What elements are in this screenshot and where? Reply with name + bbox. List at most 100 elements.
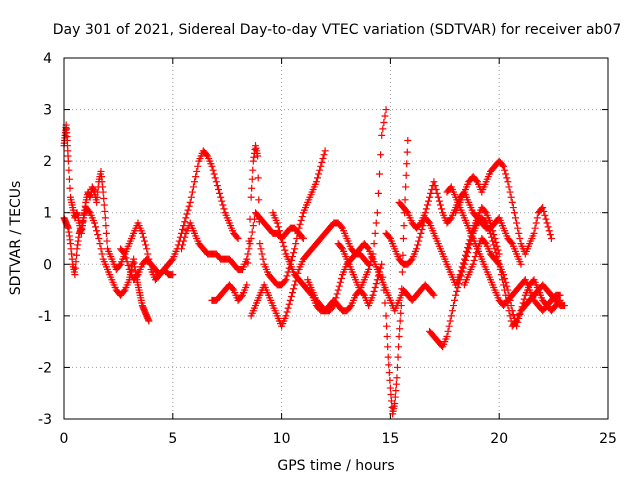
data-point (454, 283, 462, 291)
series-track-a (60, 121, 177, 284)
data-point (290, 285, 298, 293)
data-point (505, 183, 513, 191)
data-point (513, 219, 521, 227)
data-point (508, 198, 516, 206)
data-point (243, 281, 251, 289)
data-point (504, 178, 512, 186)
data-point (312, 178, 320, 186)
data-point (365, 265, 373, 273)
data-point (533, 214, 541, 222)
data-point (380, 286, 388, 294)
series-track-n (460, 235, 564, 330)
data-point (453, 287, 461, 295)
data-point (506, 296, 514, 304)
data-point (364, 244, 372, 252)
data-point (494, 259, 502, 267)
data-point (296, 220, 304, 228)
data-point (560, 302, 568, 310)
data-point (376, 268, 384, 276)
data-point (299, 235, 307, 242)
data-point (515, 314, 523, 322)
data-point (384, 353, 392, 361)
data-point (244, 250, 252, 258)
data-point (424, 197, 432, 205)
data-point (336, 278, 344, 286)
data-point (459, 264, 467, 272)
data-point (333, 290, 341, 298)
data-point (427, 189, 435, 197)
data-point (455, 280, 463, 288)
grid-lines (64, 58, 608, 419)
data-point (373, 209, 381, 217)
data-point (101, 207, 109, 215)
data-point (502, 278, 510, 286)
data-point (189, 183, 197, 191)
data-point (507, 302, 515, 310)
data-point (513, 322, 521, 330)
data-point (501, 274, 509, 282)
data-point (515, 229, 523, 237)
data-point (469, 260, 477, 268)
data-point (422, 205, 430, 213)
data-point (517, 260, 525, 268)
data-point (245, 245, 253, 253)
data-point (445, 322, 453, 330)
data-point (245, 237, 253, 245)
data-point (373, 276, 381, 284)
data-point (457, 272, 465, 280)
data-point (510, 209, 518, 217)
data-point (458, 268, 466, 276)
data-point (181, 233, 189, 241)
data-point (214, 186, 222, 194)
data-point (100, 201, 108, 209)
data-point (274, 223, 282, 231)
data-point (384, 343, 392, 351)
data-point (501, 166, 509, 174)
data-point (379, 125, 387, 133)
data-point (291, 245, 299, 253)
data-point (541, 211, 549, 219)
data-point (292, 240, 300, 248)
data-point (220, 205, 228, 213)
data-point (293, 235, 301, 242)
data-points (60, 106, 568, 418)
x-tick-label: 10 (273, 431, 291, 447)
data-point (448, 307, 456, 315)
data-point (93, 227, 101, 235)
data-point (392, 387, 400, 395)
data-point (203, 151, 211, 159)
data-point (509, 204, 517, 212)
data-point (237, 293, 245, 301)
data-point (416, 233, 424, 241)
data-point (335, 282, 343, 290)
data-point (382, 312, 390, 320)
data-point (330, 302, 338, 310)
data-point (481, 218, 489, 226)
data-point (359, 290, 367, 298)
data-point (346, 303, 354, 311)
data-point (282, 312, 290, 320)
plot-frame (63, 57, 609, 420)
data-point (505, 291, 513, 299)
y-tick-label: 2 (43, 154, 52, 170)
data-point (279, 238, 287, 246)
data-point (248, 175, 256, 183)
y-tick-label: 1 (43, 206, 52, 222)
data-point (280, 242, 288, 250)
data-point (318, 158, 326, 166)
data-point (248, 228, 256, 236)
data-point (295, 224, 303, 232)
data-point (181, 218, 189, 226)
data-point (298, 233, 306, 241)
data-point (403, 148, 411, 156)
data-point (187, 193, 195, 201)
data-point (331, 298, 339, 306)
data-point (332, 294, 340, 302)
data-point (519, 299, 527, 307)
data-point (452, 291, 460, 299)
data-point (191, 178, 199, 186)
data-point (282, 276, 290, 284)
y-tick-label: 3 (43, 103, 52, 119)
data-point (530, 229, 538, 237)
data-point (178, 245, 186, 253)
